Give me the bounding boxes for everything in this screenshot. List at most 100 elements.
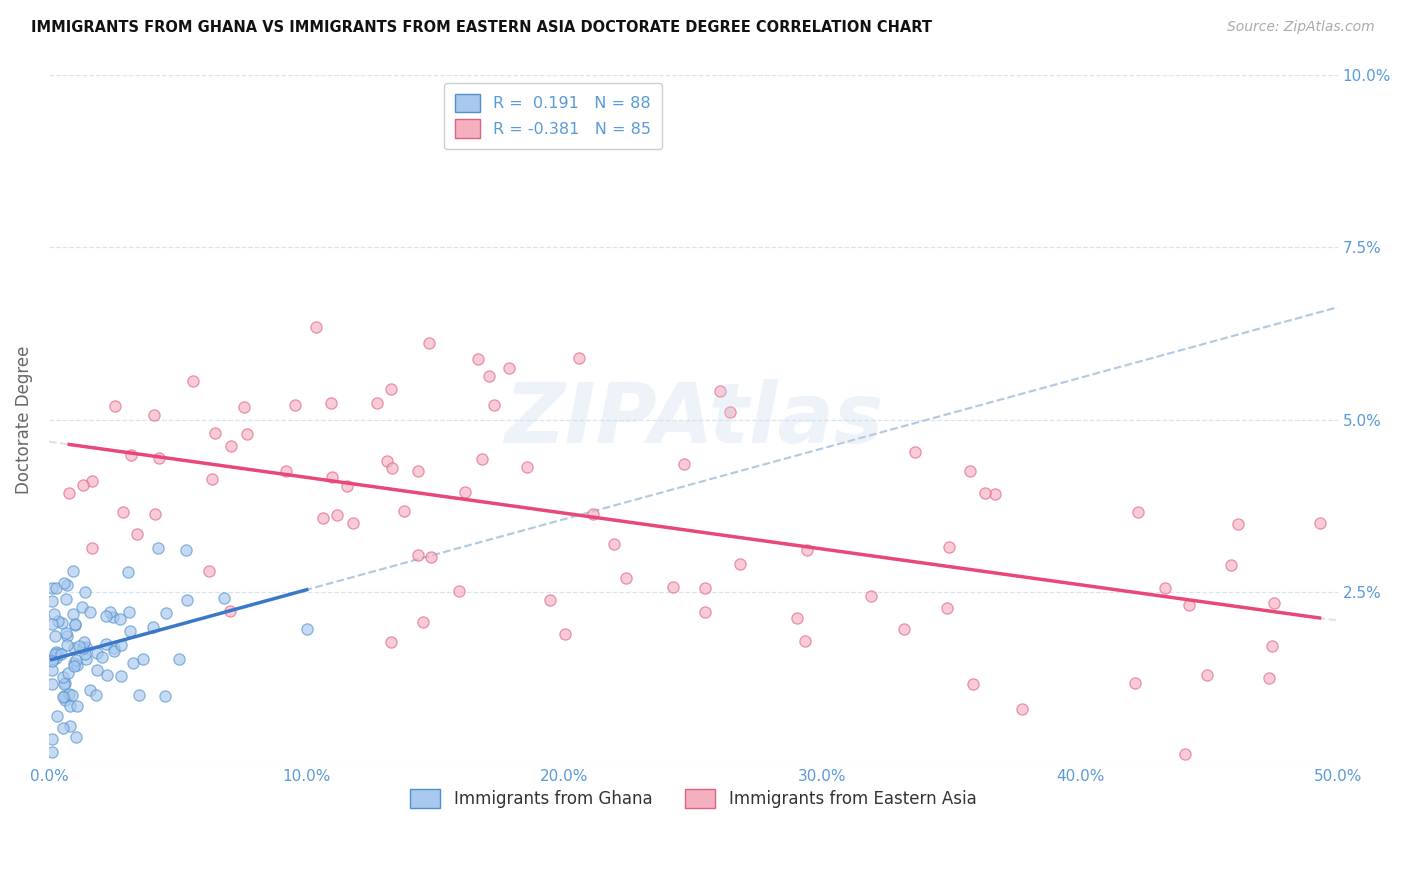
Point: [447, 584, 470, 599]
Point: [232, 400, 254, 414]
Point: [41, 654, 63, 668]
Point: [516, 460, 538, 475]
Point: [142, 620, 165, 634]
Point: [125, 527, 148, 541]
Point: [169, 651, 191, 665]
Point: [72, 478, 94, 492]
Point: [46, 646, 69, 660]
Point: [55, 591, 77, 606]
Point: [709, 384, 731, 399]
Point: [538, 593, 561, 607]
Legend: Immigrants from Ghana, Immigrants from Eastern Asia: Immigrants from Ghana, Immigrants from E…: [404, 782, 983, 814]
Point: [1261, 639, 1284, 653]
Point: [380, 634, 402, 648]
Point: [146, 541, 169, 555]
Point: [62, 607, 84, 622]
Point: [53, 690, 76, 704]
Point: [786, 611, 808, 625]
Point: [46, 614, 69, 628]
Point: [104, 400, 127, 414]
Point: [58, 687, 80, 701]
Point: [72, 640, 94, 655]
Point: [1177, 598, 1199, 612]
Point: [582, 507, 605, 521]
Point: [662, 580, 685, 594]
Point: [305, 320, 328, 334]
Point: [91, 650, 114, 665]
Point: [65, 617, 87, 632]
Point: [63, 659, 86, 673]
Point: [1126, 504, 1149, 518]
Point: [212, 591, 235, 606]
Point: [1011, 702, 1033, 716]
Point: [693, 582, 716, 596]
Point: [58, 485, 80, 500]
Text: ZIPAtlas: ZIPAtlas: [503, 379, 883, 460]
Point: [672, 457, 695, 471]
Point: [295, 622, 318, 636]
Point: [219, 604, 242, 618]
Point: [103, 640, 125, 655]
Point: [59, 719, 82, 733]
Point: [155, 606, 177, 620]
Point: [63, 657, 86, 671]
Point: [418, 335, 440, 350]
Point: [118, 606, 141, 620]
Point: [55, 625, 77, 640]
Point: [51, 616, 73, 631]
Point: [859, 589, 882, 603]
Point: [66, 698, 89, 713]
Point: [284, 398, 307, 412]
Point: [72, 634, 94, 648]
Point: [412, 615, 434, 629]
Text: IMMIGRANTS FROM GHANA VS IMMIGRANTS FROM EASTERN ASIA DOCTORATE DEGREE CORRELATI: IMMIGRANTS FROM GHANA VS IMMIGRANTS FROM…: [31, 20, 932, 35]
Point: [143, 408, 166, 422]
Point: [44, 607, 66, 621]
Point: [41, 617, 63, 632]
Point: [321, 396, 343, 410]
Point: [198, 564, 221, 578]
Point: [1154, 581, 1177, 595]
Point: [108, 612, 131, 626]
Point: [75, 651, 97, 665]
Point: [49, 647, 72, 661]
Point: [79, 683, 101, 698]
Point: [41, 745, 63, 759]
Point: [336, 478, 359, 492]
Point: [122, 656, 145, 670]
Point: [312, 510, 335, 524]
Point: [974, 486, 997, 500]
Point: [453, 485, 475, 500]
Point: [75, 648, 97, 662]
Point: [59, 699, 82, 714]
Point: [84, 688, 107, 702]
Point: [718, 405, 741, 419]
Point: [603, 537, 626, 551]
Point: [53, 693, 76, 707]
Point: [56, 638, 79, 652]
Point: [132, 651, 155, 665]
Point: [75, 640, 97, 654]
Point: [120, 448, 142, 462]
Point: [80, 474, 103, 488]
Point: [1226, 517, 1249, 532]
Point: [893, 622, 915, 636]
Point: [1219, 558, 1241, 572]
Point: [82, 541, 104, 556]
Point: [45, 645, 67, 659]
Point: [41, 663, 63, 677]
Point: [52, 690, 75, 705]
Point: [86, 663, 108, 677]
Point: [342, 516, 364, 530]
Point: [41, 582, 63, 596]
Text: Source: ZipAtlas.com: Source: ZipAtlas.com: [1227, 20, 1375, 34]
Point: [904, 445, 927, 459]
Point: [75, 585, 97, 599]
Point: [79, 605, 101, 619]
Point: [235, 427, 257, 442]
Point: [110, 638, 132, 652]
Point: [1174, 747, 1197, 761]
Point: [98, 605, 121, 619]
Point: [148, 450, 170, 465]
Point: [614, 571, 637, 585]
